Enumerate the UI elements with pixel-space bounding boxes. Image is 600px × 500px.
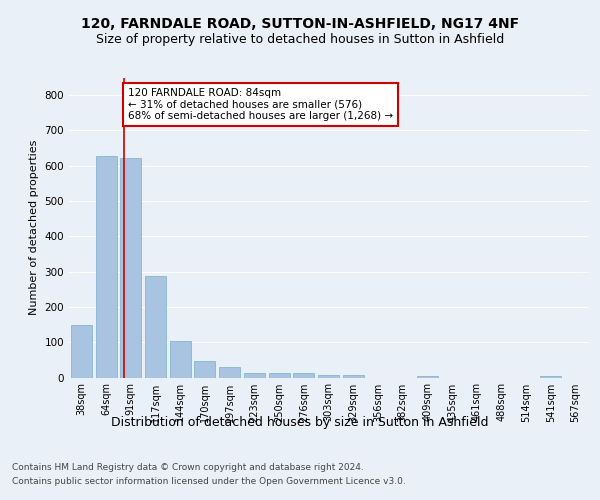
Bar (343, 375, 364, 378)
Bar (293, 374, 314, 378)
Bar (269, 374, 290, 378)
Text: 120, FARNDALE ROAD, SUTTON-IN-ASHFIELD, NG17 4NF: 120, FARNDALE ROAD, SUTTON-IN-ASHFIELD, … (81, 18, 519, 32)
Text: 120 FARNDALE ROAD: 84sqm
← 31% of detached houses are smaller (576)
68% of semi-: 120 FARNDALE ROAD: 84sqm ← 31% of detach… (128, 88, 393, 122)
Bar (120, 158, 141, 378)
Bar (318, 375, 339, 378)
Text: Contains HM Land Registry data © Crown copyright and database right 2024.: Contains HM Land Registry data © Crown c… (12, 463, 364, 472)
Bar (170, 341, 191, 378)
Text: Distribution of detached houses by size in Sutton in Ashfield: Distribution of detached houses by size … (111, 416, 489, 429)
Bar (417, 376, 438, 378)
Y-axis label: Number of detached properties: Number of detached properties (29, 140, 39, 315)
Text: Contains public sector information licensed under the Open Government Licence v3: Contains public sector information licen… (12, 476, 406, 486)
Bar (71, 326, 92, 378)
Bar (194, 360, 215, 378)
Bar (219, 366, 240, 378)
Bar (95, 156, 116, 378)
Text: Size of property relative to detached houses in Sutton in Ashfield: Size of property relative to detached ho… (96, 32, 504, 46)
Bar (541, 376, 562, 378)
Bar (145, 276, 166, 378)
Bar (244, 374, 265, 378)
